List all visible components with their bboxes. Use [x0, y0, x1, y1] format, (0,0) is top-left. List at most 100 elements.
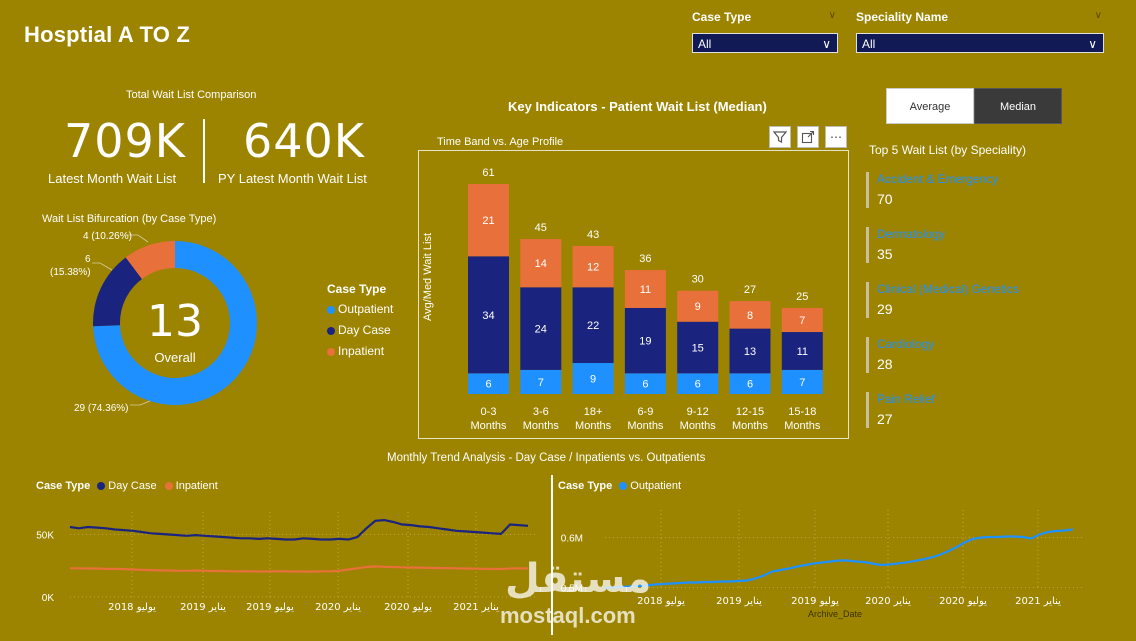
- bar-total-label: 25: [796, 291, 808, 303]
- bar-total-label: 30: [692, 274, 704, 286]
- py-latest-month-value: 640K: [243, 114, 365, 168]
- bar-segment-label: 12: [587, 262, 599, 274]
- legend-item-outpatient[interactable]: Outpatient: [327, 302, 393, 316]
- trend-title: Monthly Trend Analysis - Day Case / Inpa…: [387, 452, 706, 464]
- bar-segment-inpatient[interactable]: [781, 307, 823, 333]
- bar-segment-outpatient[interactable]: [677, 373, 719, 394]
- top5-item[interactable]: Dermatology 35: [866, 227, 1066, 265]
- main-chart-heading: Key Indicators - Patient Wait List (Medi…: [508, 99, 767, 114]
- watermark-en: mostaql.com: [500, 603, 636, 628]
- bar-segment-day-case[interactable]: [729, 328, 771, 374]
- top5-item[interactable]: Clinical (Medical) Genetics 29: [866, 282, 1066, 320]
- focus-mode-icon[interactable]: [797, 126, 819, 148]
- bar-segment-label: 14: [535, 258, 547, 270]
- legend-item-daycase[interactable]: Day Case: [327, 323, 393, 337]
- bar-segment-inpatient[interactable]: [520, 239, 562, 288]
- trend-line-inpatient[interactable]: [70, 565, 529, 573]
- bar-total-label: 43: [587, 229, 599, 241]
- trend-line-day-case[interactable]: [69, 518, 529, 541]
- donut-label-daycase-pct: (15.38%): [50, 267, 91, 278]
- x-tick-label: يوليو 2018: [637, 596, 685, 607]
- top5-item[interactable]: Pain Relief 27: [866, 392, 1066, 430]
- x-tick-label: يوليو 2018: [108, 602, 156, 613]
- more-options-icon[interactable]: ⋯: [825, 126, 847, 148]
- chevron-down-icon: ∨: [1088, 37, 1097, 51]
- average-toggle[interactable]: Average: [886, 88, 974, 124]
- donut-slice-outpatient[interactable]: [93, 241, 258, 405]
- x-tick-label: 12-15: [736, 406, 764, 418]
- trend-line-outpatient[interactable]: [604, 528, 1074, 590]
- bar-segment-inpatient[interactable]: [677, 290, 719, 322]
- top5-item[interactable]: Accident & Emergency 70: [866, 172, 1066, 210]
- bar-total-label: 27: [744, 284, 756, 296]
- bar-segment-outpatient[interactable]: [572, 363, 614, 394]
- bar-segment-day-case[interactable]: [677, 321, 719, 374]
- x-tick-label: يوليو 2020: [384, 602, 432, 613]
- y-tick-label: 0.5M: [561, 584, 583, 595]
- filter-icon[interactable]: [769, 126, 791, 148]
- latest-month-label: Latest Month Wait List: [48, 171, 177, 186]
- top5-name: Accident & Emergency: [877, 172, 999, 186]
- median-toggle-label: Median: [999, 101, 1037, 113]
- top5-value: 27: [877, 411, 893, 427]
- bar-segment-label: 21: [482, 215, 494, 227]
- stacked-bar-chart: 6 34 21 61 0-3 Months 7 24 14 45 3-6 Months 9 22 12 43 1…: [468, 167, 823, 432]
- bar-segment-outpatient[interactable]: [624, 373, 666, 394]
- donut-slice-inpatient[interactable]: [125, 241, 175, 280]
- bar-segment-outpatient[interactable]: [520, 369, 562, 394]
- bar-segment-inpatient[interactable]: [468, 184, 509, 257]
- x-tick-label: يناير 2020: [315, 602, 361, 613]
- bar-segment-label: 13: [744, 346, 756, 358]
- x-tick-label: 6-9: [637, 406, 653, 418]
- watermark-ar: مستقل: [505, 557, 652, 601]
- donut-slice-day-case[interactable]: [93, 257, 142, 327]
- trend-divider: [551, 475, 553, 635]
- bar-segment-outpatient[interactable]: [781, 369, 823, 394]
- donut-label-outpatient: 29 (74.36%): [74, 403, 129, 414]
- median-toggle[interactable]: Median: [974, 88, 1062, 124]
- bar-segment-inpatient[interactable]: [624, 270, 666, 308]
- top5-title: Top 5 Wait List (by Speciality): [869, 143, 1026, 157]
- case-type-legend: Case Type Outpatient Day Case Inpatient: [327, 282, 393, 358]
- x-tick-label: Months: [784, 420, 821, 432]
- speciality-filter-chevron-icon[interactable]: ∨: [1094, 10, 1102, 21]
- case-type-select[interactable]: All ∨: [692, 33, 838, 53]
- top5-bar: [866, 392, 869, 428]
- left-legend-daycase[interactable]: Day Case: [108, 480, 157, 492]
- bar-segment-outpatient[interactable]: [729, 373, 771, 394]
- average-toggle-label: Average: [909, 101, 951, 113]
- bar-segment-outpatient[interactable]: [468, 373, 509, 394]
- top5-name: Dermatology: [877, 227, 946, 241]
- x-tick-label: 15-18: [788, 406, 816, 418]
- speciality-select[interactable]: All ∨: [856, 33, 1104, 53]
- legend-dot-daycase: [97, 482, 106, 491]
- bar-segment-label: 6: [642, 379, 648, 391]
- case-type-filter-chevron-icon[interactable]: ∨: [828, 10, 836, 21]
- bar-total-label: 36: [639, 253, 651, 265]
- donut-label-inpatient: 4 (10.26%): [83, 231, 132, 242]
- left-legend-inpatient[interactable]: Inpatient: [175, 480, 218, 492]
- donut-chart: [92, 234, 258, 406]
- top5-value: 28: [877, 356, 893, 372]
- bar-segment-day-case[interactable]: [781, 332, 823, 370]
- x-tick-label: Months: [680, 420, 717, 432]
- bar-segment-day-case[interactable]: [520, 287, 562, 370]
- x-tick-label: 9-12: [687, 406, 709, 418]
- top5-bar: [866, 227, 869, 263]
- x-tick-label: يناير 2019: [716, 596, 762, 607]
- right-legend-outpatient[interactable]: Outpatient: [630, 480, 682, 492]
- bar-segment-inpatient[interactable]: [729, 301, 771, 329]
- bar-segment-day-case[interactable]: [624, 307, 666, 374]
- x-tick-label: يناير 2021: [1015, 596, 1061, 607]
- top5-item[interactable]: Cardiology 28: [866, 337, 1066, 375]
- legend-item-inpatient[interactable]: Inpatient: [327, 344, 393, 358]
- bar-segment-day-case[interactable]: [572, 287, 614, 364]
- legend-label-outpatient: Outpatient: [338, 302, 394, 316]
- bar-segment-day-case[interactable]: [468, 256, 509, 374]
- legend-dot-outpatient: [619, 482, 628, 491]
- kpi-divider: [203, 119, 205, 183]
- bar-segment-inpatient[interactable]: [572, 245, 614, 288]
- bar-total-label: 61: [482, 167, 494, 179]
- legend-dot-daycase: [327, 326, 335, 335]
- top5-name: Cardiology: [877, 337, 935, 351]
